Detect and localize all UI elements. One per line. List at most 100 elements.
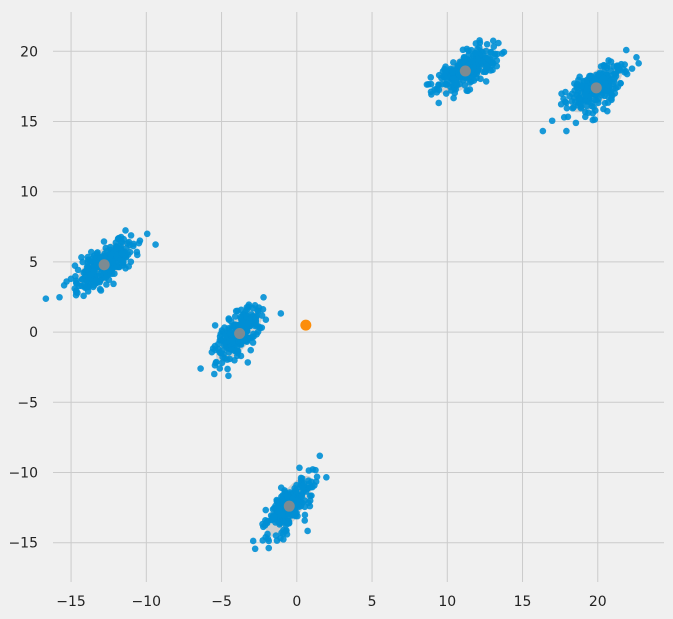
data-point [237, 313, 244, 321]
data-point [247, 346, 255, 354]
data-point [548, 117, 556, 125]
x-tick-label: 15 [514, 594, 532, 610]
cluster-center [98, 259, 110, 271]
data-point [197, 365, 204, 372]
data-point [600, 62, 608, 70]
data-point [255, 304, 263, 311]
data-point [628, 65, 636, 72]
grid-lines [53, 12, 664, 582]
data-point [576, 73, 583, 81]
data-point [229, 322, 236, 329]
data-point [118, 249, 126, 257]
data-point [493, 50, 501, 58]
data-point [110, 280, 117, 288]
y-tick-label: −15 [8, 536, 38, 552]
cluster-center [283, 500, 295, 512]
data-point [102, 274, 110, 282]
data-point [285, 520, 292, 527]
data-point [79, 275, 86, 283]
x-tick-label: −10 [132, 594, 162, 610]
data-point [152, 241, 159, 248]
data-point [616, 67, 624, 74]
data-point [282, 527, 290, 535]
y-tick-label: −5 [17, 395, 38, 411]
data-point [460, 54, 468, 62]
data-point [599, 74, 607, 82]
data-point [277, 519, 284, 527]
data-point [231, 313, 239, 320]
data-point [309, 483, 316, 491]
data-point [120, 258, 127, 266]
data-point [264, 530, 271, 538]
cluster-centers [98, 65, 602, 512]
data-point [443, 76, 450, 83]
data-point [498, 50, 506, 57]
data-point [237, 306, 245, 314]
data-point [570, 104, 577, 111]
data-point [249, 339, 257, 346]
data-point [228, 337, 236, 345]
data-point [89, 254, 97, 262]
y-tick-label: 20 [20, 44, 38, 60]
data-point [438, 74, 445, 82]
data-point [589, 110, 597, 117]
data-point [242, 337, 249, 345]
data-point [427, 80, 435, 88]
y-tick-label: 5 [29, 255, 38, 271]
data-point [124, 240, 131, 247]
data-point [112, 250, 119, 258]
data-point [297, 474, 305, 482]
data-point [591, 116, 599, 123]
data-point [92, 277, 100, 284]
data-point [268, 516, 275, 524]
data-point [487, 56, 494, 63]
data-point [323, 474, 330, 481]
data-point [243, 327, 251, 335]
data-point [221, 333, 229, 341]
data-point [562, 98, 569, 106]
data-point [290, 511, 298, 518]
data-point [225, 315, 233, 322]
data-point [563, 104, 571, 112]
data-point [94, 249, 101, 256]
data-point [258, 312, 266, 319]
data-point [226, 330, 234, 337]
data-point [468, 57, 475, 65]
data-point [56, 293, 63, 301]
data-point [539, 127, 547, 135]
data-point [84, 263, 91, 270]
data-point [84, 256, 92, 264]
data-point [79, 258, 86, 266]
data-point [301, 511, 309, 519]
data-point [458, 60, 466, 67]
data-point [596, 69, 604, 77]
data-point [562, 88, 569, 96]
x-tick-label: 10 [438, 594, 456, 610]
data-point [81, 281, 88, 289]
data-point [275, 506, 283, 514]
data-point [299, 485, 306, 492]
data-point [97, 287, 105, 294]
data-point [591, 76, 598, 84]
data-point [609, 85, 617, 92]
data-point [143, 230, 151, 238]
y-tick-label: 10 [20, 185, 38, 201]
data-point [277, 310, 285, 317]
data-point [590, 103, 597, 111]
data-point [244, 320, 252, 327]
data-point [428, 91, 435, 98]
data-point [113, 244, 120, 252]
data-point [578, 82, 585, 90]
data-point [610, 63, 617, 70]
x-tick-label: 0 [292, 594, 301, 610]
x-tick-label: 20 [589, 594, 607, 610]
data-point [495, 39, 502, 47]
data-point [601, 92, 608, 100]
data-point [482, 78, 490, 85]
data-point [490, 43, 498, 50]
data-point [232, 347, 240, 354]
x-tick-label: −15 [56, 594, 86, 610]
data-point [611, 75, 618, 82]
data-point [210, 370, 218, 378]
